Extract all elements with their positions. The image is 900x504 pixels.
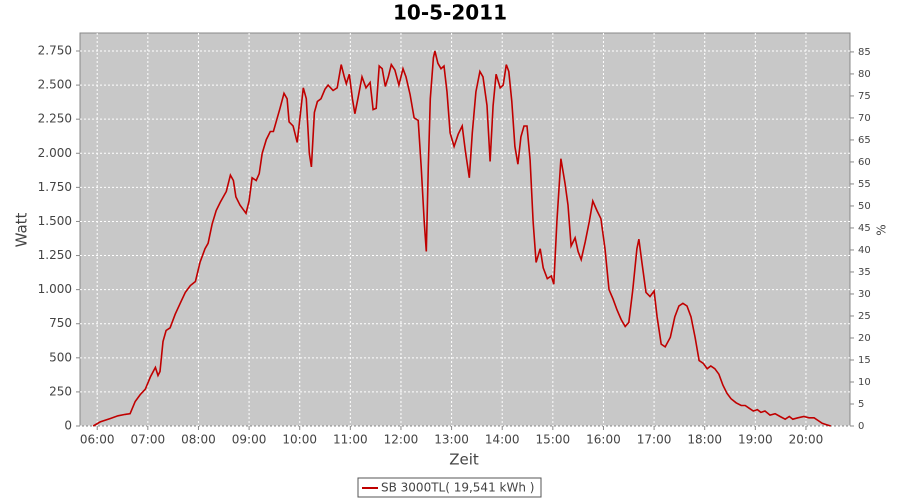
x-tick-label: 06:00 [80,433,115,447]
x-tick-label: 16:00 [586,433,621,447]
y2-tick-label: 80 [858,69,871,80]
y2-tick-label: 45 [858,223,871,234]
y2-tick-label: 25 [858,311,871,322]
x-tick-label: 10:00 [282,433,317,447]
y2-tick-label: 5 [858,399,864,410]
legend-box [357,477,542,498]
y-tick-label: 2.500 [38,78,72,92]
x-tick-label: 08:00 [181,433,216,447]
y2-tick-label: 15 [858,355,871,366]
y-axis-label: Watt [13,212,31,247]
y-tick-label: 500 [49,350,72,364]
y-tick-label: 250 [49,384,72,398]
y2-tick-label: 75 [858,91,871,102]
y-tick-label: 1.750 [38,180,72,194]
x-tick-label: 17:00 [637,433,672,447]
x-tick-label: 13:00 [434,433,469,447]
x-tick-label: 07:00 [131,433,166,447]
x-tick-label: 14:00 [485,433,520,447]
x-tick-label: 19:00 [738,433,773,447]
plot-area [79,32,851,427]
y2-tick-label: 50 [858,201,871,212]
x-tick-label: 20:00 [789,433,824,447]
y2-tick-label: 65 [858,135,871,146]
x-tick-label: 18:00 [687,433,722,447]
y-tick-label: 1.000 [38,282,72,296]
y2-tick-label: 30 [858,289,871,300]
y2-tick-label: 55 [858,179,871,190]
x-axis-label: Zeit [449,451,479,469]
y-tick-label: 2.750 [38,44,72,58]
y2-tick-label: 60 [858,157,871,168]
y-tick-label: 2.000 [38,146,72,160]
x-tick-label: 12:00 [384,433,419,447]
y-tick-label: 750 [49,316,72,330]
series-line [92,50,832,427]
y2-tick-label: 35 [858,267,871,278]
y2-tick-label: 85 [858,47,871,58]
x-tick-label: 11:00 [333,433,368,447]
y2-tick-label: 0 [858,421,864,432]
y-tick-label: 1.500 [38,214,72,228]
y2-tick-label: 40 [858,245,871,256]
x-tick-label: 15:00 [536,433,571,447]
y-tick-label: 0 [64,419,72,433]
y2-tick-label: 10 [858,377,871,388]
y2-tick-label: 70 [858,113,871,124]
y2-tick-label: 20 [858,333,871,344]
y-tick-label: 1.250 [38,248,72,262]
chart-title: 10-5-2011 [393,1,507,25]
legend-label: SB 3000TL( 19,541 kWh ) [381,481,534,495]
y-tick-label: 2.250 [38,112,72,126]
x-tick-label: 09:00 [232,433,267,447]
y2-axis-label: % [875,224,889,235]
